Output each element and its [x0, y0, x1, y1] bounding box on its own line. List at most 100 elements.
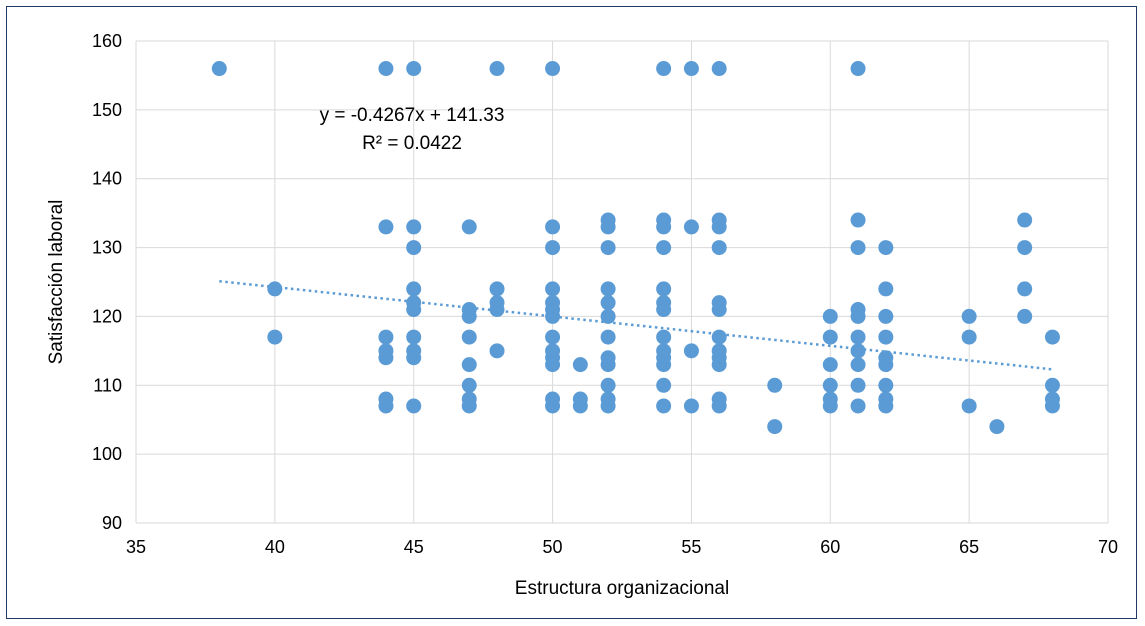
y-tick-label: 140: [92, 169, 122, 189]
x-tick-labels: 35 40 45 50 55 60 65 70: [126, 537, 1118, 557]
data-point: [1017, 308, 1033, 324]
data-point: [878, 329, 894, 345]
data-point: [545, 357, 561, 373]
data-point: [406, 302, 422, 318]
data-points: [211, 61, 1060, 435]
data-point: [600, 357, 616, 373]
data-point: [378, 329, 394, 345]
y-axis-title: Satisfacción laboral: [46, 200, 67, 365]
data-point: [878, 281, 894, 297]
y-tick-label: 100: [92, 444, 122, 464]
x-tick-label: 40: [265, 537, 285, 557]
data-point: [656, 219, 672, 235]
data-point: [572, 398, 588, 414]
data-point: [711, 61, 727, 77]
data-point: [850, 240, 866, 256]
data-point: [656, 357, 672, 373]
data-point: [961, 308, 977, 324]
data-point: [545, 398, 561, 414]
y-tick-label: 110: [93, 375, 122, 395]
data-point: [600, 377, 616, 393]
data-point: [545, 281, 561, 297]
x-tick-label: 35: [126, 537, 146, 557]
data-point: [850, 212, 866, 228]
data-point: [489, 61, 505, 77]
data-point: [1044, 329, 1060, 345]
data-point: [656, 61, 672, 77]
data-point: [489, 343, 505, 359]
data-point: [406, 398, 422, 414]
data-point: [378, 398, 394, 414]
data-point: [878, 357, 894, 373]
data-point: [850, 357, 866, 373]
data-point: [461, 308, 477, 324]
data-point: [600, 281, 616, 297]
data-point: [711, 302, 727, 318]
y-tick-label: 150: [92, 100, 122, 120]
data-point: [545, 61, 561, 77]
data-point: [461, 377, 477, 393]
y-tick-label: 120: [92, 306, 122, 326]
gridlines: [135, 40, 1109, 524]
trendline: [219, 279, 1053, 371]
trendline-r-squared: R² = 0.0422: [362, 133, 462, 154]
x-tick-label: 70: [1098, 537, 1118, 557]
data-point: [878, 308, 894, 324]
data-point: [378, 219, 394, 235]
data-point: [850, 377, 866, 393]
chart-frame: [6, 6, 1137, 619]
x-axis-title: Estructura organizacional: [515, 578, 729, 599]
x-tick-label: 55: [681, 537, 701, 557]
data-point: [822, 308, 838, 324]
data-point: [711, 398, 727, 414]
data-point: [822, 329, 838, 345]
data-point: [767, 419, 783, 435]
data-point: [489, 302, 505, 318]
data-point: [406, 61, 422, 77]
data-point: [545, 219, 561, 235]
data-point: [961, 329, 977, 345]
data-point: [572, 357, 588, 373]
data-point: [822, 357, 838, 373]
data-point: [267, 329, 283, 345]
data-point: [656, 240, 672, 256]
data-point: [656, 377, 672, 393]
data-point: [600, 240, 616, 256]
data-point: [406, 281, 422, 297]
data-point: [211, 61, 227, 77]
data-point: [600, 219, 616, 235]
x-tick-label: 50: [543, 537, 563, 557]
data-point: [878, 240, 894, 256]
data-point: [600, 329, 616, 345]
x-tick-label: 60: [820, 537, 840, 557]
data-point: [489, 281, 505, 297]
data-point: [683, 219, 699, 235]
data-point: [461, 398, 477, 414]
data-point: [683, 398, 699, 414]
data-point: [1017, 212, 1033, 228]
data-point: [850, 398, 866, 414]
data-point: [461, 357, 477, 373]
y-tick-label: 90: [102, 513, 122, 533]
data-point: [683, 343, 699, 359]
y-tick-labels: 90 100 110 120 130 140 150 160: [92, 31, 122, 533]
data-point: [1017, 281, 1033, 297]
data-point: [850, 343, 866, 359]
data-point: [878, 377, 894, 393]
data-point: [406, 240, 422, 256]
data-point: [711, 329, 727, 345]
data-point: [656, 329, 672, 345]
data-point: [545, 240, 561, 256]
data-point: [850, 308, 866, 324]
data-point: [1044, 377, 1060, 393]
data-point: [267, 281, 283, 297]
data-point: [461, 219, 477, 235]
data-point: [545, 308, 561, 324]
data-point: [406, 329, 422, 345]
data-point: [461, 329, 477, 345]
data-point: [711, 357, 727, 373]
data-point: [656, 302, 672, 318]
data-point: [406, 350, 422, 366]
y-tick-label: 160: [92, 31, 122, 51]
